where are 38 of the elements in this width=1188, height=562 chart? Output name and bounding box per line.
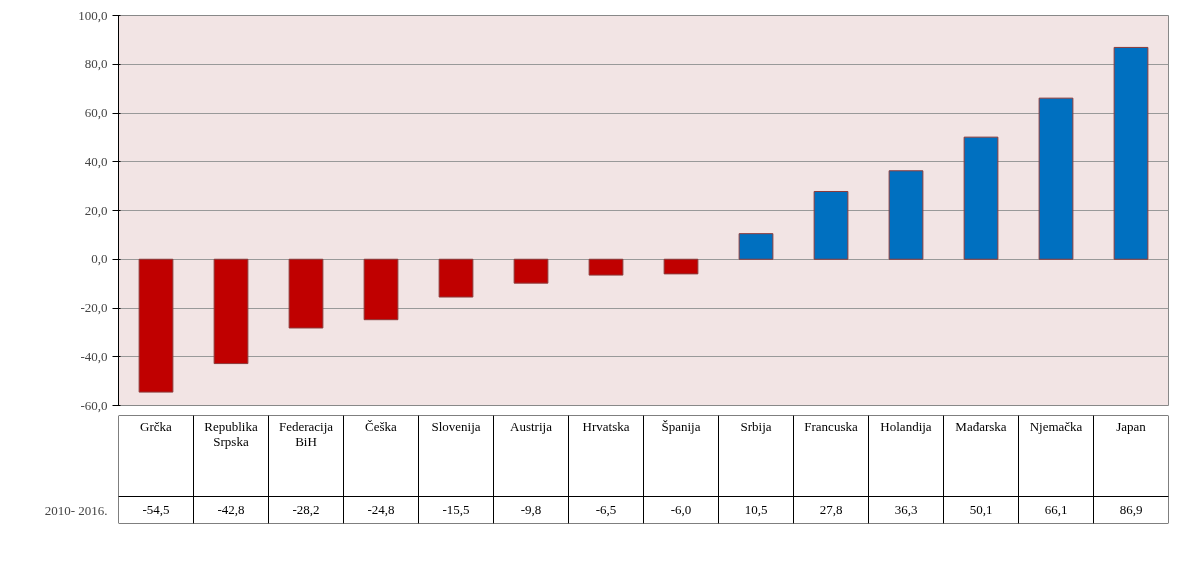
y-tick-label: -40,0 xyxy=(80,348,108,364)
x-tick-label: Holandija xyxy=(880,418,932,434)
data-label: -54,5 xyxy=(142,502,170,517)
y-tick-label: -20,0 xyxy=(80,300,108,315)
data-label: -28,2 xyxy=(292,502,320,517)
x-tick-label: Austrija xyxy=(510,418,553,434)
x-tick-label: Srbija xyxy=(740,418,772,434)
x-tick-label: Federacija BiH xyxy=(278,418,334,449)
data-label: -9,8 xyxy=(520,502,542,517)
y-tick-label: 60,0 xyxy=(84,105,108,120)
x-tick-label: Japan xyxy=(1116,418,1147,434)
x-tick-label: Hrvatska xyxy=(582,418,630,434)
data-label: 86,9 xyxy=(1119,502,1143,517)
data-label: -15,5 xyxy=(442,502,470,517)
y-tick-label: 40,0 xyxy=(84,153,108,169)
data-label: 36,3 xyxy=(894,502,918,517)
data-label: -42,8 xyxy=(217,502,245,517)
x-tick-label: Španija xyxy=(661,418,701,434)
data-label: -24,8 xyxy=(367,502,395,517)
data-label: -6,0 xyxy=(670,502,692,517)
y-tick-label: -60,0 xyxy=(80,397,108,413)
data-label: 27,8 xyxy=(819,502,843,517)
x-tick-label: Republika Srpska xyxy=(204,418,258,449)
data-label: 66,1 xyxy=(1044,502,1068,517)
x-tick-label: Grčka xyxy=(140,418,173,434)
y-tick-label: 80,0 xyxy=(84,56,108,72)
x-tick-label: Slovenija xyxy=(431,418,481,434)
data-label: -6,5 xyxy=(595,502,617,517)
y-tick-label: 20,0 xyxy=(84,202,108,218)
text: 2010- 2016. xyxy=(44,502,108,518)
y-tick-label: 0,0 xyxy=(91,251,108,267)
x-tick-label: Francuska xyxy=(804,418,858,434)
data-label: 10,5 xyxy=(744,502,768,517)
x-tick-label: Mađarska xyxy=(955,418,1007,434)
x-tick-label: Njemačka xyxy=(1029,418,1083,434)
data-label: 50,1 xyxy=(969,502,993,517)
y-tick-label: 100,0 xyxy=(78,7,108,23)
x-tick-label: Češka xyxy=(365,418,398,434)
